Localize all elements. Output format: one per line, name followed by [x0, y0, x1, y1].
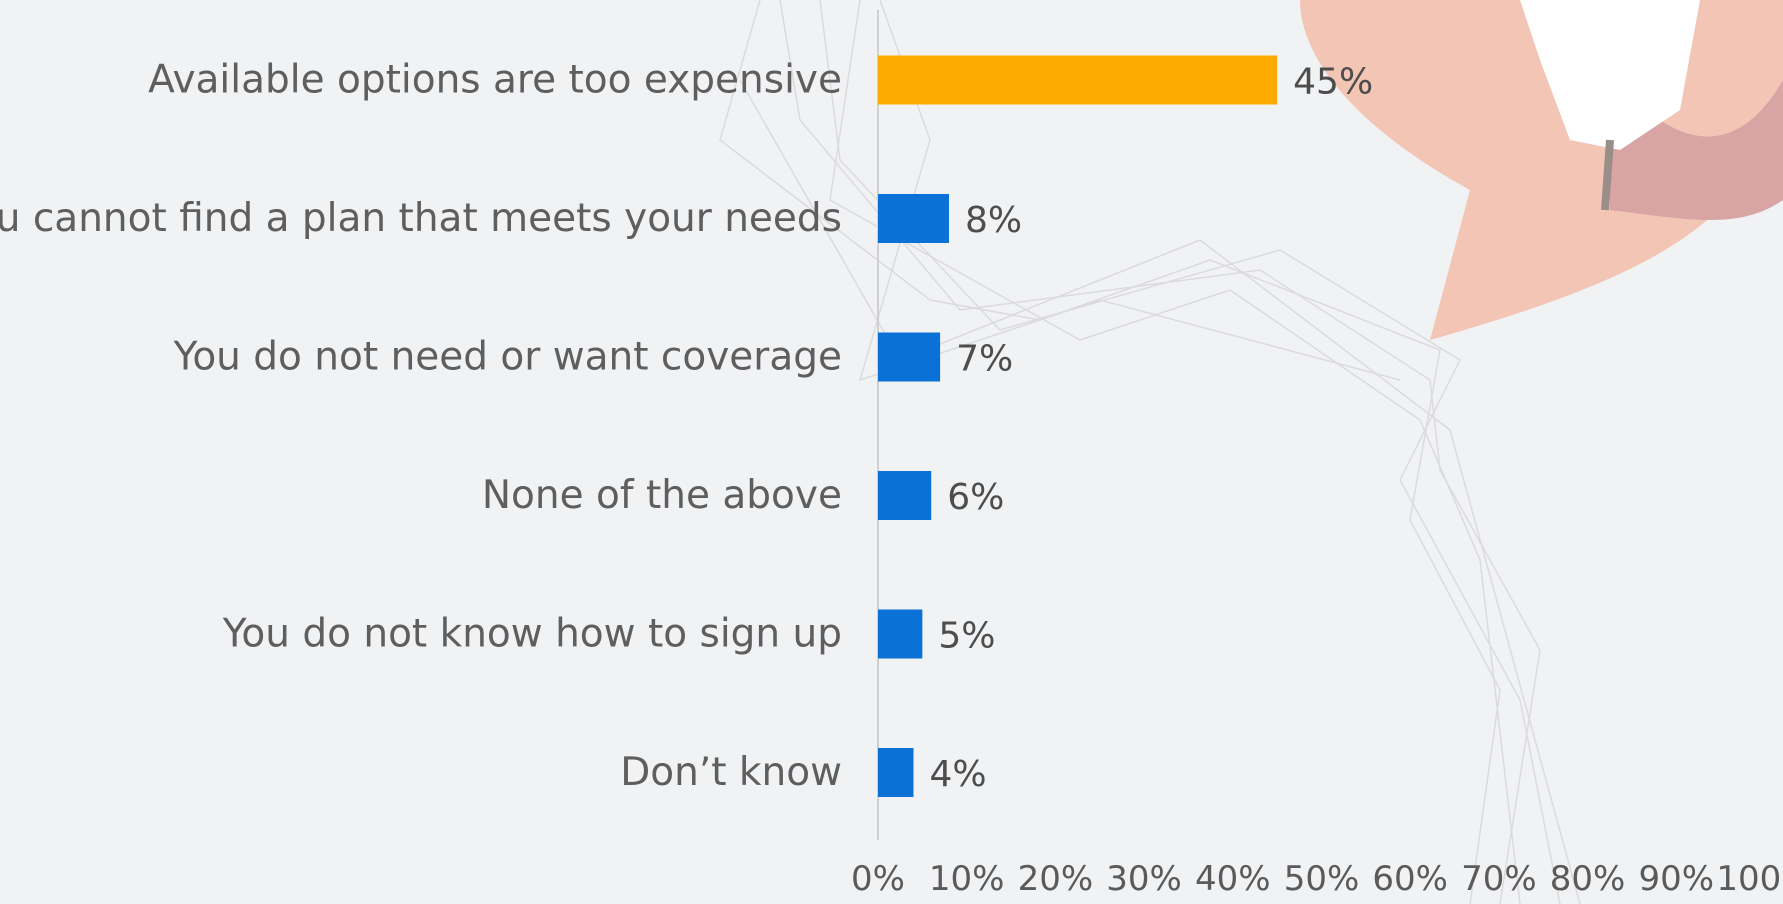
data-label: 5%	[938, 616, 995, 657]
bar	[878, 194, 949, 243]
x-tick-label: 90%	[1639, 859, 1715, 899]
category-label: You do not need or want coverage	[173, 335, 842, 380]
data-label: 8%	[965, 200, 1022, 241]
data-label: 4%	[929, 754, 986, 795]
x-tick-label: 10%	[929, 859, 1005, 899]
x-tick-label: 70%	[1461, 859, 1537, 899]
x-tick-label: 30%	[1106, 859, 1182, 899]
data-label: 7%	[956, 339, 1013, 380]
category-label: None of the above	[482, 473, 842, 518]
category-label: You cannot find a plan that meets your n…	[0, 196, 842, 241]
data-label: 6%	[947, 477, 1004, 518]
category-label: Don’t know	[620, 750, 842, 795]
x-tick-label: 20%	[1018, 859, 1094, 899]
category-label: Available options are too expensive	[148, 58, 842, 103]
x-tick-label: 80%	[1550, 859, 1626, 899]
category-label: You do not know how to sign up	[222, 612, 842, 657]
bar	[878, 332, 941, 382]
x-tick-label: 60%	[1372, 859, 1448, 899]
bar	[878, 748, 914, 797]
x-tick-label: 50%	[1284, 859, 1360, 899]
x-tick-label: 40%	[1195, 859, 1271, 899]
bar	[878, 55, 1278, 105]
x-tick-label: 100%	[1716, 859, 1783, 899]
bar	[878, 471, 932, 520]
bar	[878, 609, 923, 659]
data-label: 45%	[1293, 62, 1373, 103]
x-tick-label: 0%	[851, 859, 905, 899]
